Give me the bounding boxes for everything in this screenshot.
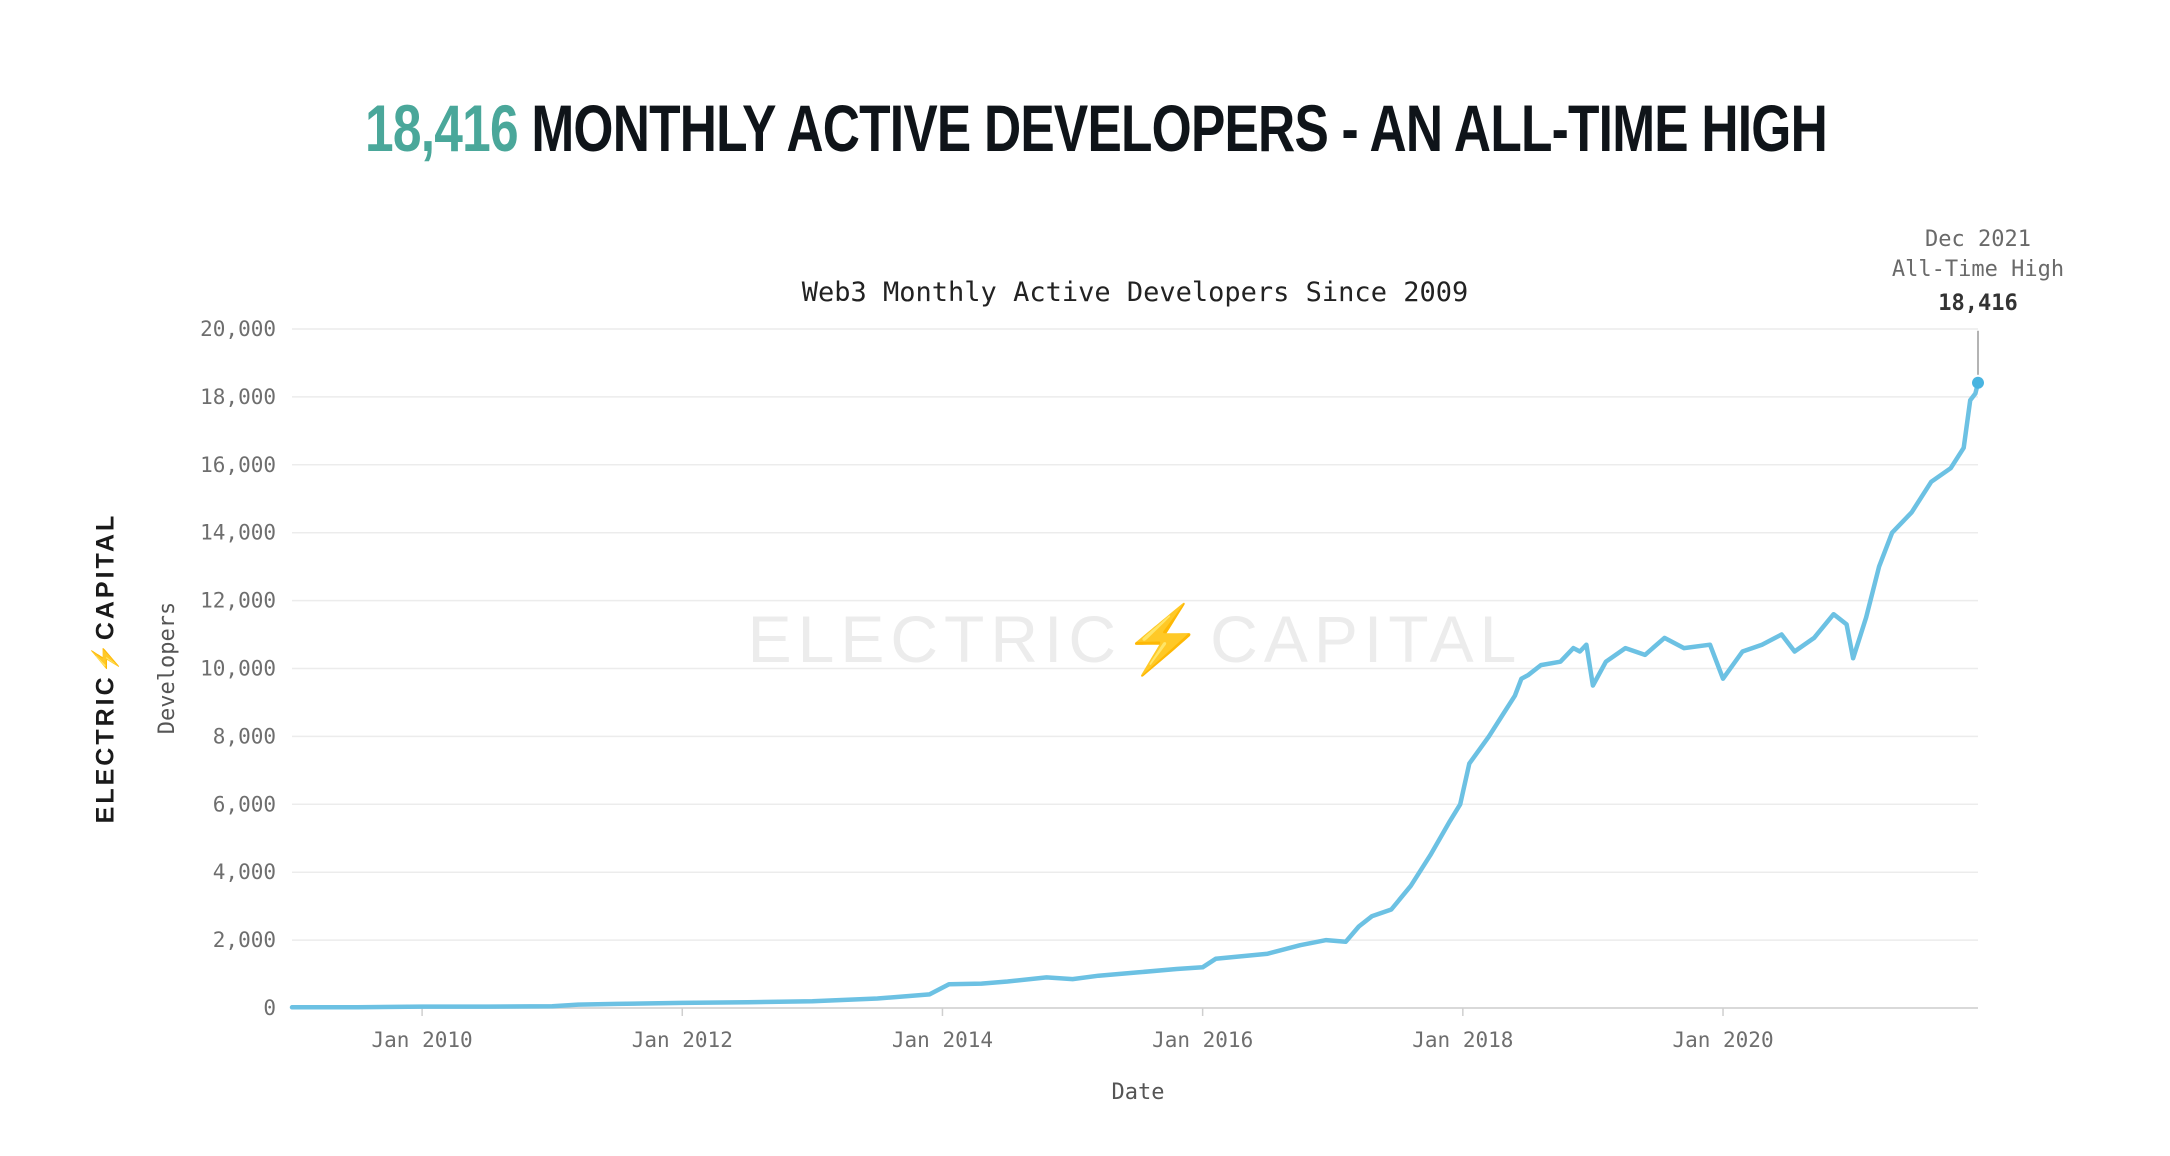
y-tick-label: 20,000 [200,317,276,341]
y-tick-label: 18,000 [200,385,276,409]
x-tick-label: Jan 2014 [892,1028,993,1052]
annotation-point [1972,376,1984,389]
y-tick-label: 8,000 [213,724,276,748]
x-axis-title: Date [1112,1080,1165,1105]
series-line-developers [289,380,1981,1010]
x-tick-label: Jan 2010 [372,1028,473,1052]
y-tick-label: 0 [263,996,276,1020]
y-axis-ticks: 0 2,000 4,000 6,000 8,000 10,000 12,000 14,000 1… [200,317,276,1020]
watermark: ELECTRIC⚡CAPITAL [748,602,1523,679]
headline: 18,416 MONTHLY ACTIVE DEVELOPERS - AN AL… [250,95,1943,161]
gridlines [292,328,1978,1009]
headline-text: MONTHLY ACTIVE DEVELOPERS - AN ALL-TIME … [517,91,1827,165]
y-tick-label: 10,000 [200,657,276,681]
annotation-date: Dec 2021 [1925,227,2031,252]
chart-title: Web3 Monthly Active Developers Since 200… [802,277,1468,308]
y-tick-label: 16,000 [200,453,276,477]
y-tick-label: 2,000 [213,928,276,952]
y-tick-label: 12,000 [200,589,276,613]
x-tick-label: Jan 2020 [1672,1028,1773,1052]
y-tick-label: 6,000 [213,792,276,816]
annotation-label: All-Time High [1892,257,2064,282]
x-tick-label: Jan 2016 [1152,1028,1253,1052]
y-tick-label: 14,000 [200,521,276,545]
y-axis-title: Developers [155,602,180,734]
x-axis-ticks: Jan 2010 Jan 2012 Jan 2014 Jan 2016 Jan 2018… [372,1008,1774,1052]
annotation-value: 18,416 [1938,291,2017,316]
y-tick-label: 4,000 [213,860,276,884]
x-tick-label: Jan 2012 [632,1028,733,1052]
headline-number: 18,416 [365,91,519,165]
x-tick-label: Jan 2018 [1412,1028,1513,1052]
